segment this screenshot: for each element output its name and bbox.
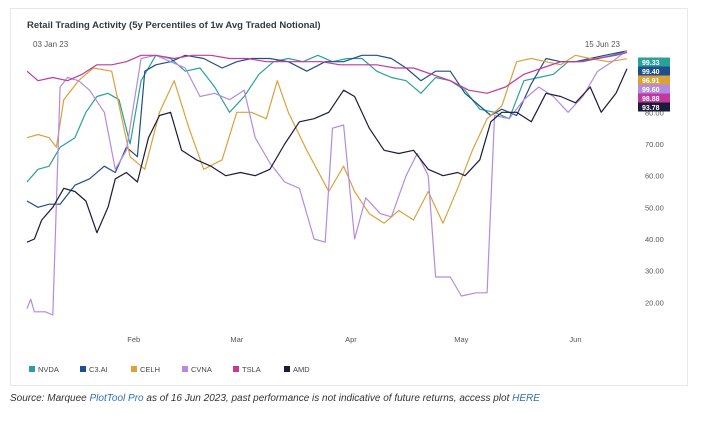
series-line-celh [26, 54, 628, 224]
last-value-tag: 99.60 [638, 84, 670, 94]
svg-text:99.40: 99.40 [642, 69, 660, 76]
here-link[interactable]: HERE [512, 393, 540, 404]
source-caption: Source: Marquee PlotTool Pro as of 16 Ju… [10, 393, 540, 404]
svg-text:TSLA: TSLA [242, 365, 261, 374]
line-chart: 03 Jan 23 15 Jun 23 20.00 30.00 40.00 50.00… [26, 40, 670, 374]
chart-panel: Retail Trading Activity (5y Percentiles … [10, 8, 688, 386]
y-tick-label: 80.00 [645, 108, 664, 117]
svg-text:99.33: 99.33 [642, 60, 660, 67]
y-tick-label: 30.00 [645, 267, 664, 276]
y-axis: 20.00 30.00 40.00 50.00 60.00 70.00 80.00 [645, 108, 664, 307]
y-tick-label: 70.00 [645, 140, 664, 149]
legend-entry[interactable]: C3.AI [80, 365, 108, 374]
legend-entry[interactable]: CELH [131, 365, 160, 374]
svg-text:CVNA: CVNA [191, 365, 212, 374]
series-line-amd [26, 68, 628, 243]
x-axis: Feb Mar Apr May Jun [127, 335, 581, 344]
plottool-link[interactable]: PlotTool Pro [89, 393, 144, 404]
svg-text:98.88: 98.88 [642, 96, 660, 103]
last-value-tag: 99.33 [638, 57, 670, 67]
legend: NVDA C3.AI CELH CVNA TSLA AMD [29, 365, 310, 374]
svg-text:CELH: CELH [140, 365, 160, 374]
series-line-nvda [26, 50, 628, 183]
last-value-tag: 98.88 [638, 93, 670, 103]
svg-text:C3.AI: C3.AI [89, 365, 108, 374]
series-line-tsla [26, 51, 628, 94]
source-label: Source: Marquee [10, 393, 87, 404]
svg-text:AMD: AMD [293, 365, 310, 374]
last-value-tag: 96.91 [638, 75, 670, 85]
y-tick-label: 60.00 [645, 172, 664, 181]
range-end-label: 15 Jun 23 [585, 40, 621, 49]
legend-entry[interactable]: TSLA [233, 365, 261, 374]
last-value-tags: 99.33 99.40 96.91 99.60 98.88 93.78 [638, 57, 670, 112]
x-tick-label: Jun [569, 335, 581, 344]
y-tick-label: 20.00 [645, 298, 664, 307]
series-line-c3ai [26, 50, 628, 208]
y-tick-label: 40.00 [645, 235, 664, 244]
svg-text:NVDA: NVDA [38, 365, 59, 374]
svg-text:96.91: 96.91 [642, 78, 660, 85]
legend-entry[interactable]: NVDA [29, 365, 59, 374]
chart-title: Retail Trading Activity (5y Percentiles … [27, 20, 321, 31]
range-start-label: 03 Jan 23 [33, 40, 69, 49]
legend-entry[interactable]: AMD [284, 365, 310, 374]
svg-text:99.60: 99.60 [642, 87, 660, 94]
legend-entry[interactable]: CVNA [182, 365, 212, 374]
x-tick-label: Apr [345, 335, 357, 344]
y-tick-label: 50.00 [645, 203, 664, 212]
series-line-cvna [26, 49, 628, 316]
last-value-tag: 99.40 [638, 66, 670, 76]
svg-text:93.78: 93.78 [642, 105, 660, 112]
caption-middle-text: as of 16 Jun 2023, past performance is n… [146, 393, 510, 404]
last-value-tag: 93.78 [638, 102, 670, 112]
x-tick-label: Mar [230, 335, 243, 344]
x-tick-label: May [454, 335, 468, 344]
series-lines [26, 49, 628, 316]
x-tick-label: Feb [127, 335, 140, 344]
